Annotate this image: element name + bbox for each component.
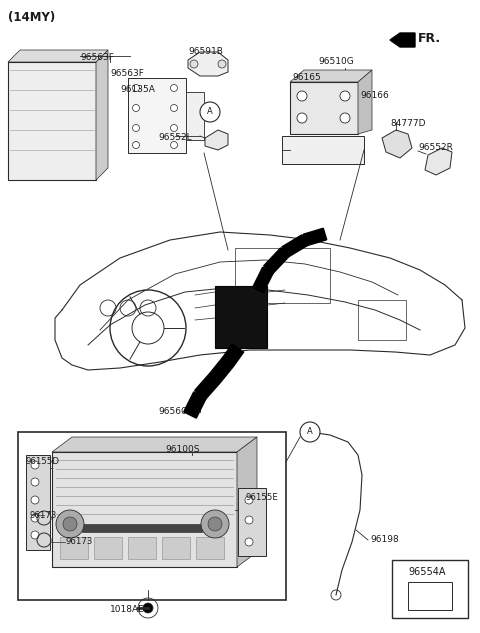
Text: 96552R: 96552R [418, 144, 453, 153]
Text: 96554A: 96554A [408, 567, 445, 577]
Text: 96552L: 96552L [158, 134, 192, 142]
Circle shape [340, 113, 350, 123]
Circle shape [300, 422, 320, 442]
Text: 96560F: 96560F [158, 408, 192, 417]
Bar [238, 488, 266, 556]
Bar [26, 455, 50, 550]
Text: (14MY): (14MY) [8, 11, 55, 25]
Circle shape [245, 496, 253, 504]
Text: 96100S: 96100S [165, 446, 200, 454]
Text: 96198: 96198 [370, 536, 399, 544]
Circle shape [31, 478, 39, 486]
Bar [392, 560, 468, 618]
Circle shape [245, 516, 253, 524]
Bar [162, 537, 190, 559]
Text: 96166: 96166 [360, 92, 389, 101]
Polygon shape [425, 148, 452, 175]
Polygon shape [8, 50, 108, 62]
Polygon shape [96, 50, 108, 180]
Circle shape [170, 125, 178, 132]
Circle shape [31, 514, 39, 522]
Polygon shape [390, 33, 415, 47]
Bar [196, 537, 224, 559]
Bar [128, 78, 186, 153]
Bar [82, 524, 202, 532]
Bar [128, 537, 156, 559]
Polygon shape [188, 52, 228, 76]
Polygon shape [264, 248, 289, 274]
Circle shape [218, 60, 226, 68]
Bar [60, 537, 88, 559]
Circle shape [31, 461, 39, 469]
Text: FR.: FR. [418, 32, 441, 44]
Bar [52, 452, 237, 567]
Circle shape [132, 84, 140, 92]
Polygon shape [303, 229, 327, 246]
Circle shape [245, 538, 253, 546]
Polygon shape [237, 437, 257, 567]
Circle shape [340, 91, 350, 101]
Text: A: A [307, 427, 313, 437]
Circle shape [143, 603, 153, 613]
Circle shape [132, 142, 140, 149]
Circle shape [170, 84, 178, 92]
Circle shape [297, 113, 307, 123]
Text: 96563F: 96563F [80, 54, 114, 63]
Text: 96155E: 96155E [245, 494, 278, 503]
Text: 84777D: 84777D [390, 120, 425, 128]
Circle shape [132, 104, 140, 111]
Circle shape [200, 102, 220, 122]
Bar [235, 248, 330, 303]
Bar [290, 82, 358, 134]
Circle shape [31, 531, 39, 539]
Circle shape [201, 510, 229, 538]
Text: 96173: 96173 [30, 510, 58, 520]
Circle shape [56, 510, 84, 538]
Circle shape [170, 142, 178, 149]
Text: 96155D: 96155D [26, 458, 60, 467]
Polygon shape [184, 392, 206, 418]
Circle shape [132, 125, 140, 132]
Polygon shape [210, 358, 233, 382]
Bar [408, 582, 452, 610]
Circle shape [208, 517, 222, 531]
Bar [18, 432, 286, 600]
Bar [215, 286, 267, 348]
Polygon shape [290, 70, 372, 82]
Polygon shape [252, 267, 274, 292]
Circle shape [170, 104, 178, 111]
Text: 96135A: 96135A [120, 85, 155, 94]
Bar [186, 92, 204, 140]
Polygon shape [358, 70, 372, 134]
Circle shape [190, 60, 198, 68]
Bar [94, 537, 122, 559]
Polygon shape [382, 130, 412, 158]
Circle shape [297, 91, 307, 101]
Text: 96173: 96173 [65, 537, 92, 546]
Circle shape [31, 496, 39, 504]
Text: 1018AD: 1018AD [110, 606, 146, 615]
Polygon shape [282, 235, 308, 257]
Polygon shape [195, 373, 220, 399]
Polygon shape [205, 130, 228, 150]
Polygon shape [52, 437, 257, 452]
Bar [8, 62, 96, 180]
Bar [358, 300, 406, 340]
Text: 96563F: 96563F [110, 70, 144, 78]
Text: 96165: 96165 [292, 73, 321, 82]
Bar [282, 136, 364, 164]
Text: 96510G: 96510G [318, 58, 354, 66]
Text: A: A [207, 108, 213, 116]
Polygon shape [222, 344, 244, 366]
Text: 96591B: 96591B [188, 47, 223, 56]
Circle shape [63, 517, 77, 531]
